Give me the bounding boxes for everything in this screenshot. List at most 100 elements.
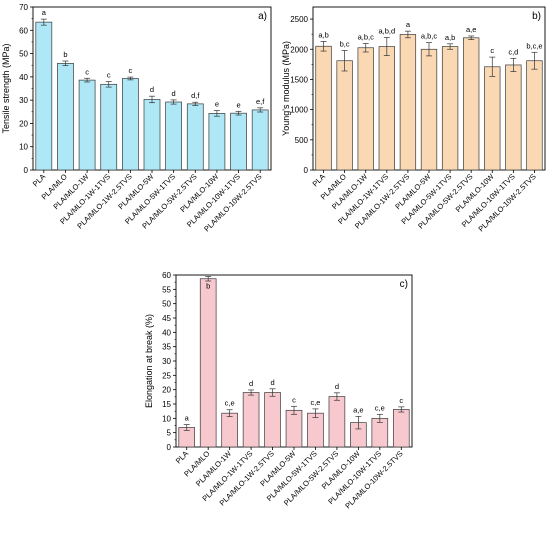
y-tick-label: 50 bbox=[162, 300, 171, 309]
bar bbox=[230, 112, 247, 171]
y-tick-label: 0 bbox=[304, 166, 309, 175]
bar bbox=[122, 78, 139, 171]
y-tick-label: 45 bbox=[162, 314, 171, 323]
y-tick-label: 40 bbox=[162, 328, 171, 337]
panel-label: b) bbox=[532, 11, 541, 22]
significance-letter: b,c,e bbox=[526, 41, 542, 50]
x-tick-label: PLA bbox=[31, 172, 47, 188]
bar bbox=[35, 21, 53, 171]
x-tick-label: PLA bbox=[174, 449, 190, 465]
bar bbox=[57, 63, 74, 171]
bar bbox=[526, 60, 543, 171]
bar bbox=[357, 47, 374, 171]
significance-letter: c,d bbox=[508, 47, 518, 56]
y-tick-label: 10 bbox=[162, 414, 171, 423]
y-tick-label: 40 bbox=[19, 73, 28, 82]
bar bbox=[484, 66, 501, 171]
y-tick-label: 35 bbox=[162, 343, 171, 352]
y-tick-label: 15 bbox=[162, 400, 171, 409]
significance-letter: c,e bbox=[225, 399, 235, 408]
significance-letter: d bbox=[150, 85, 154, 94]
chart-panel-2: 0 500 1000 1500 2000 2500 Young's modulus (MPa… bbox=[281, 6, 546, 233]
bar bbox=[336, 60, 353, 171]
bar bbox=[505, 64, 522, 171]
significance-letter: c bbox=[399, 396, 403, 405]
y-tick-label: 55 bbox=[162, 285, 171, 294]
significance-letter: a bbox=[185, 414, 190, 423]
y-tick-label: 0 bbox=[24, 166, 29, 175]
significance-letter: b bbox=[63, 50, 67, 59]
significance-letter: a,b bbox=[318, 30, 328, 39]
bar bbox=[199, 278, 217, 448]
significance-letter: a bbox=[406, 20, 411, 29]
significance-letter: e,f bbox=[256, 97, 265, 106]
significance-letter: a,b,c bbox=[358, 33, 375, 42]
significance-letter: c bbox=[85, 67, 89, 76]
significance-letter: a,e bbox=[353, 405, 363, 414]
y-tick-label: 1500 bbox=[290, 75, 308, 84]
y-tick-label: 5 bbox=[167, 429, 172, 438]
chart-panel-1: 0 10 20 30 40 50 60 70 Tensile strength (MPa) a) a… bbox=[1, 3, 272, 233]
y-axis-title: Tensile strength (MPa) bbox=[1, 43, 11, 133]
significance-letter: e bbox=[236, 100, 240, 109]
significance-letter: b,c bbox=[340, 39, 350, 48]
y-tick-label: 50 bbox=[19, 50, 28, 59]
bar bbox=[463, 37, 480, 171]
bar bbox=[285, 409, 303, 448]
y-axis-title: Elongation at break (%) bbox=[144, 314, 154, 408]
significance-letter: b bbox=[206, 282, 210, 291]
y-tick-label: 500 bbox=[295, 136, 309, 145]
significance-letter: c bbox=[128, 66, 132, 75]
bar bbox=[307, 412, 324, 448]
y-tick-label: 1000 bbox=[290, 106, 308, 115]
y-tick-label: 2000 bbox=[290, 45, 308, 54]
chart-panel-3: 0 5 10 15 20 25 30 35 40 45 50 55 60 Elongation at br… bbox=[144, 271, 413, 510]
y-tick-label: 60 bbox=[162, 271, 171, 280]
bar bbox=[399, 34, 417, 171]
bar bbox=[251, 109, 269, 171]
bar bbox=[264, 392, 281, 448]
significance-letter: d bbox=[335, 382, 339, 391]
significance-letter: c bbox=[107, 71, 111, 80]
bar bbox=[186, 103, 204, 171]
y-tick-label: 0 bbox=[167, 443, 172, 452]
significance-letter: d bbox=[249, 379, 253, 388]
y-tick-label: 2500 bbox=[290, 15, 308, 24]
bar bbox=[315, 45, 332, 171]
y-tick-label: 10 bbox=[19, 143, 28, 152]
panel-label: c) bbox=[400, 279, 408, 290]
x-tick-label: PLA bbox=[311, 172, 327, 188]
significance-letter: c bbox=[490, 46, 494, 55]
bar bbox=[242, 392, 260, 448]
bar bbox=[420, 48, 438, 171]
y-tick-label: 20 bbox=[19, 119, 28, 128]
significance-letter: a,e bbox=[466, 25, 476, 34]
bar bbox=[328, 396, 346, 448]
significance-letter: a,b bbox=[445, 33, 455, 42]
bar bbox=[221, 412, 238, 448]
bar bbox=[208, 113, 226, 171]
y-tick-label: 30 bbox=[162, 357, 171, 366]
bar bbox=[100, 83, 118, 171]
bar bbox=[441, 46, 459, 171]
bar bbox=[78, 79, 96, 171]
significance-letter: c bbox=[292, 395, 296, 404]
significance-letter: a,b,c bbox=[421, 32, 438, 41]
bar bbox=[143, 99, 161, 171]
y-tick-label: 30 bbox=[19, 96, 28, 105]
bar bbox=[392, 409, 410, 448]
y-tick-label: 60 bbox=[19, 26, 28, 35]
y-tick-label: 20 bbox=[162, 386, 171, 395]
y-axis-title: Young's modulus (MPa) bbox=[281, 41, 291, 136]
significance-letter: a bbox=[42, 8, 47, 17]
significance-letter: d bbox=[270, 378, 274, 387]
significance-letter: d bbox=[172, 89, 176, 98]
significance-letter: e bbox=[215, 100, 219, 109]
y-tick-label: 25 bbox=[162, 371, 171, 380]
bar bbox=[378, 46, 395, 171]
bar bbox=[165, 101, 182, 171]
y-tick-label: 70 bbox=[19, 3, 28, 12]
significance-letter: a,b,d bbox=[378, 26, 395, 35]
significance-letter: c,e bbox=[310, 398, 320, 407]
